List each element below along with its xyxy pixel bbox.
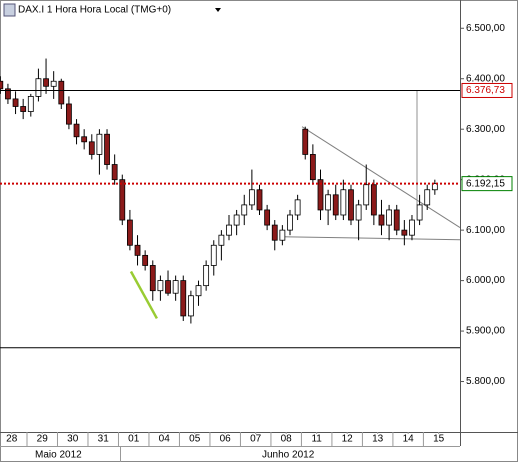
candle-body bbox=[142, 254, 149, 266]
candle-body bbox=[401, 229, 408, 236]
candle-body bbox=[0, 80, 4, 90]
y-tick-label: 5.800,00 bbox=[466, 376, 505, 387]
candle-body bbox=[218, 234, 225, 246]
x-tick-label: 11 bbox=[311, 434, 322, 445]
candle-body bbox=[340, 189, 347, 216]
candle-body bbox=[248, 189, 255, 206]
candle-body bbox=[88, 141, 95, 155]
candle-body bbox=[226, 224, 232, 236]
level-label-box bbox=[461, 82, 513, 98]
level-label: 6.376,73 bbox=[466, 85, 505, 96]
candle-body bbox=[271, 224, 278, 241]
candle-body bbox=[348, 189, 354, 221]
candle-body bbox=[172, 280, 179, 294]
candle-body bbox=[195, 285, 202, 297]
candle-body bbox=[294, 199, 301, 216]
x-tick-label: 14 bbox=[403, 434, 415, 445]
candle-body bbox=[287, 214, 293, 231]
level-label: 6.192,15 bbox=[466, 178, 505, 189]
x-tick-label: 28 bbox=[6, 434, 18, 445]
candle-body bbox=[20, 106, 27, 112]
chart-title[interactable]: DAX.I 1 Hora Hora Local (TMG+0) bbox=[18, 5, 171, 16]
candle-body bbox=[325, 194, 332, 211]
y-tick-label: 6.400,00 bbox=[466, 73, 505, 84]
candle-body bbox=[12, 98, 19, 107]
candle-body bbox=[187, 295, 194, 317]
candle-body bbox=[203, 265, 210, 287]
candle-body bbox=[127, 219, 133, 246]
candle-body bbox=[149, 265, 156, 292]
candle-body bbox=[119, 179, 126, 221]
x-tick-label: 01 bbox=[128, 434, 140, 445]
x-tick-label: 08 bbox=[281, 434, 293, 445]
candle-body bbox=[165, 280, 171, 294]
trendline bbox=[129, 270, 158, 320]
candle-body bbox=[104, 133, 110, 165]
candle-body bbox=[233, 214, 240, 226]
candle-body bbox=[393, 209, 400, 231]
candle-body bbox=[81, 136, 88, 143]
candle-body bbox=[43, 78, 49, 87]
symbol-icon bbox=[3, 3, 16, 17]
x-tick-label: 31 bbox=[98, 434, 110, 445]
candle-body bbox=[363, 184, 370, 206]
candle-body bbox=[96, 133, 103, 155]
candle-body bbox=[111, 164, 118, 181]
candle-body bbox=[355, 204, 362, 221]
y-tick-label: 6.300,00 bbox=[466, 124, 505, 135]
month-label: Maio 2012 bbox=[35, 450, 82, 461]
candle-body bbox=[27, 95, 34, 112]
plot-area bbox=[0, 58, 461, 349]
candle-body bbox=[50, 80, 57, 87]
candle-body bbox=[279, 229, 286, 241]
candle-body bbox=[431, 183, 438, 191]
x-tick-label: 30 bbox=[67, 434, 79, 445]
x-tick-label: 04 bbox=[159, 434, 171, 445]
candle-body bbox=[409, 219, 415, 236]
candle-body bbox=[241, 204, 248, 216]
trendline bbox=[281, 236, 461, 241]
trendline bbox=[301, 126, 461, 229]
y-tick-label: 6.000,00 bbox=[466, 275, 505, 286]
candle-body bbox=[134, 244, 141, 256]
candle-body bbox=[66, 103, 72, 125]
candle-body bbox=[378, 214, 385, 226]
candle-body bbox=[424, 189, 431, 206]
candle-body bbox=[35, 78, 42, 97]
candle-body bbox=[256, 189, 263, 211]
x-tick-label: 06 bbox=[220, 434, 232, 445]
candle-body bbox=[370, 184, 377, 216]
candle-body bbox=[317, 179, 324, 211]
x-tick-label: 15 bbox=[433, 434, 445, 445]
y-tick-label: 6.500,00 bbox=[466, 23, 505, 34]
month-label: Junho 2012 bbox=[262, 450, 315, 461]
candle-body bbox=[386, 209, 393, 226]
candle-body bbox=[58, 80, 65, 105]
x-tick-label: 05 bbox=[189, 434, 201, 445]
x-tick-label: 13 bbox=[372, 434, 384, 445]
candle-body bbox=[5, 88, 11, 100]
candle-body bbox=[332, 194, 339, 216]
candle-body bbox=[210, 244, 217, 266]
x-tick-label: 29 bbox=[37, 434, 49, 445]
candle-body bbox=[264, 209, 271, 226]
candle-body bbox=[180, 280, 187, 317]
candle-body bbox=[157, 280, 164, 292]
candle-body bbox=[309, 154, 316, 181]
candle-body bbox=[302, 128, 309, 155]
candle-body bbox=[416, 204, 423, 221]
x-tick-label: 07 bbox=[250, 434, 262, 445]
y-tick-label: 6.100,00 bbox=[466, 225, 505, 236]
x-tick-label: 12 bbox=[342, 434, 354, 445]
y-tick-label: 5.900,00 bbox=[466, 326, 505, 337]
level-label-box bbox=[461, 176, 513, 192]
dropdown-arrow[interactable] bbox=[215, 8, 221, 12]
candle-body bbox=[73, 123, 80, 138]
